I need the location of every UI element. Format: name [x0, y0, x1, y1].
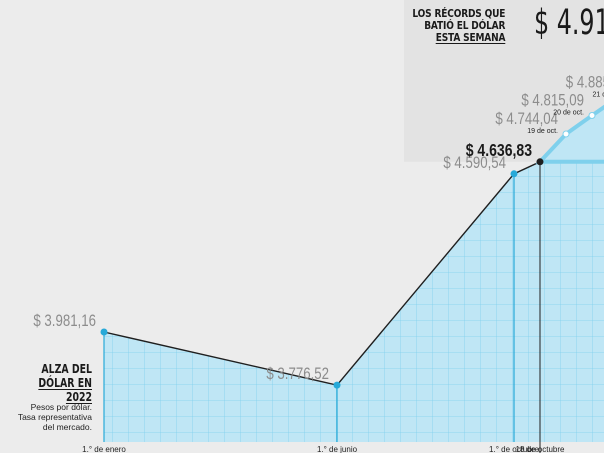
x-tick-label-2: 1.° de octubre [489, 445, 539, 453]
side-note-line1: Pesos por dólar. [30, 402, 92, 412]
records-header-line2: BATIÓ EL DÓLAR [423, 19, 505, 32]
side-title-line2: DÓLAR EN 2022 [38, 376, 92, 404]
records-header-line1: LOS RÉCORDS QUE [412, 7, 505, 20]
records-header-line3: ESTA SEMANA [435, 31, 505, 44]
x-tick-label-1: 1.° de junio [317, 445, 358, 453]
value-label-6: $ 4.885 [566, 73, 604, 92]
value-label-2: $ 4.590,54 [443, 153, 506, 172]
x-tick-label-0: 1.° de enero [82, 445, 126, 453]
value-label-3: $ 4.636,83 [466, 140, 532, 160]
value-label-4: $ 4.744,04 [495, 109, 558, 128]
record-big-value: $ 4.913 [534, 3, 604, 43]
record-week-wedge [535, 104, 604, 164]
date-sublabel-6: 21 de [592, 91, 604, 98]
chart-side-title: ALZA DEL DÓLAR EN 2022 [20, 362, 92, 404]
data-point-0 [100, 328, 108, 336]
data-point-3 [536, 158, 544, 166]
side-title-line1: ALZA DEL [41, 362, 92, 376]
data-point-2 [510, 170, 518, 178]
date-sublabel-5: 20 de oct. [553, 110, 584, 117]
date-sublabel-4: 19 de oct. [527, 128, 558, 135]
value-label-1: $ 3.776,52 [266, 365, 329, 384]
x-tick-label-3: 18 de octubre [516, 445, 565, 453]
value-label-0: $ 3.981,16 [33, 312, 96, 331]
value-label-5: $ 4.815,09 [521, 91, 584, 110]
chart-side-note: Pesos por dólar. Tasa representativa del… [18, 402, 92, 432]
data-point-4 [562, 130, 570, 138]
side-note-line2: Tasa representativa [17, 412, 92, 422]
data-point-1 [333, 381, 341, 389]
data-point-5 [588, 112, 596, 120]
side-note-line3: del mercado. [42, 422, 92, 432]
area-grid [104, 107, 604, 442]
records-header: LOS RÉCORDS QUE BATIÓ EL DÓLAR ESTA SEMA… [412, 8, 505, 44]
